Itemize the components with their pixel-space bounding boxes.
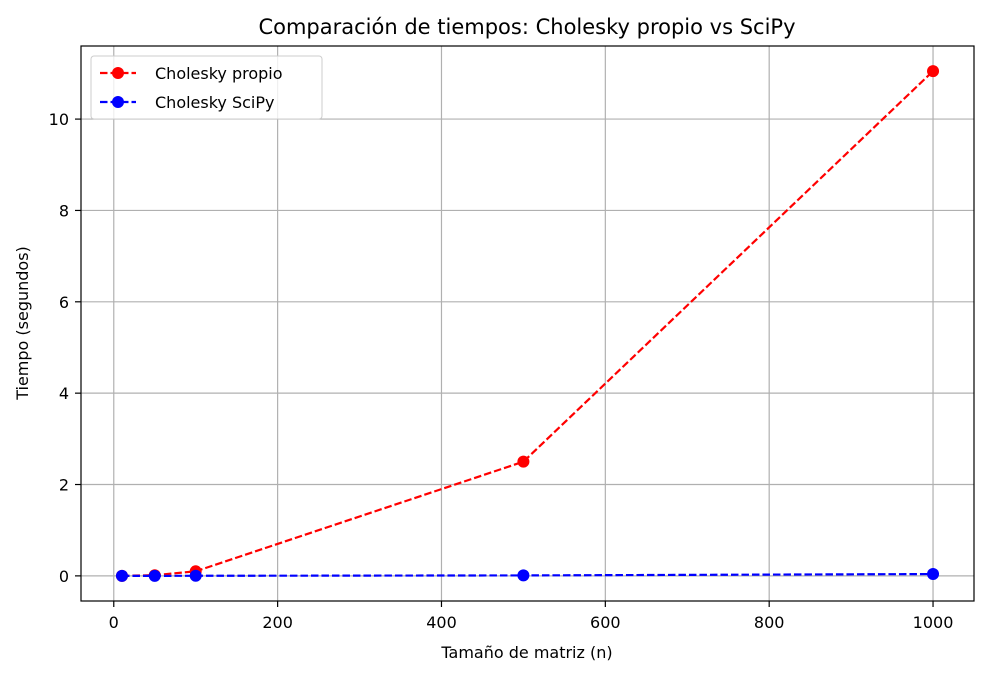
x-tick-label: 200 xyxy=(262,613,293,632)
axis-ticks: 0 200 400 600 800 1000 0 2 4 6 8 10 xyxy=(49,110,954,632)
legend-box xyxy=(90,55,323,120)
x-tick-label: 1000 xyxy=(913,613,954,632)
x-tick-label: 0 xyxy=(109,613,119,632)
data-point xyxy=(927,65,940,78)
plot-frame xyxy=(80,45,975,602)
series-cholesky-scipy xyxy=(115,568,940,582)
data-point xyxy=(115,569,128,582)
series-layer xyxy=(115,65,940,582)
series-line xyxy=(121,70,934,577)
x-tick-label: 400 xyxy=(426,613,457,632)
y-tick-label: 8 xyxy=(59,201,69,220)
data-point xyxy=(148,569,161,582)
legend-label: Cholesky SciPy xyxy=(155,93,275,112)
y-tick-label: 6 xyxy=(59,293,69,312)
x-tick-label: 600 xyxy=(590,613,621,632)
data-point xyxy=(189,569,202,582)
legend: Cholesky propio Cholesky SciPy xyxy=(90,55,323,120)
data-point xyxy=(517,455,530,468)
chart-title: Comparación de tiempos: Cholesky propio … xyxy=(258,15,795,39)
y-tick-label: 2 xyxy=(59,476,69,495)
x-axis-label: Tamaño de matriz (n) xyxy=(440,643,612,662)
series-cholesky-propio xyxy=(115,65,940,582)
y-tick-label: 10 xyxy=(49,110,69,129)
legend-label: Cholesky propio xyxy=(155,64,283,83)
data-point xyxy=(927,568,940,581)
legend-entry: Cholesky SciPy xyxy=(100,93,275,112)
x-tick-label: 800 xyxy=(754,613,785,632)
legend-entry: Cholesky propio xyxy=(100,64,283,83)
legend-marker xyxy=(112,67,124,79)
y-axis-label: Tiempo (segundos) xyxy=(13,246,32,401)
y-tick-label: 0 xyxy=(59,567,69,586)
data-point xyxy=(517,569,530,582)
grid-lines xyxy=(81,46,974,601)
legend-marker xyxy=(112,96,124,108)
y-tick-label: 4 xyxy=(59,384,69,403)
